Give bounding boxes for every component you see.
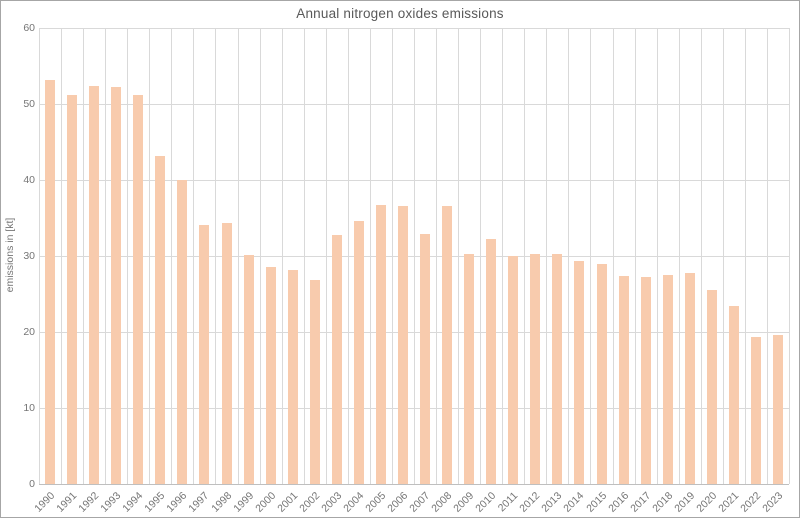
- y-tick-label: 50: [23, 98, 35, 110]
- bar-1997: [199, 224, 210, 484]
- y-axis-ticks: 0 10 20 30 40 50 60: [5, 22, 35, 490]
- bar-1996: [177, 180, 188, 484]
- bar-2020: [706, 290, 717, 484]
- bar-2008: [442, 205, 453, 484]
- bar-1992: [89, 85, 100, 484]
- bar-2001: [287, 269, 298, 484]
- bar-2015: [596, 263, 607, 484]
- y-tick-label: 30: [23, 250, 35, 262]
- x-axis-ticks: 1990 1991 1992 1993 1994 1995 1996 1997 1998 1999…: [32, 484, 789, 517]
- chart-title: Annual nitrogen oxides emissions: [296, 6, 504, 21]
- bar-2010: [486, 238, 497, 484]
- bar-2019: [684, 273, 695, 484]
- bar-2016: [618, 275, 629, 484]
- gridline-horizontal: [39, 332, 789, 333]
- bar-2023: [772, 335, 783, 484]
- bar-2000: [265, 266, 276, 484]
- bar-2002: [309, 280, 320, 484]
- bar-1998: [221, 223, 232, 484]
- bar-2012: [530, 253, 541, 484]
- bar-2011: [508, 256, 519, 484]
- bar-2009: [464, 254, 475, 484]
- gridline-horizontal: [39, 28, 789, 29]
- gridline-horizontal: [39, 408, 789, 409]
- bar-2005: [375, 205, 386, 484]
- y-tick-label: 60: [23, 22, 35, 34]
- bar-2014: [574, 261, 585, 484]
- bar-2004: [353, 221, 364, 484]
- gridline-horizontal: [39, 180, 789, 181]
- bar-2003: [331, 235, 342, 484]
- bar-1999: [243, 255, 254, 484]
- gridline-vertical: [789, 28, 790, 484]
- bar-2007: [420, 233, 431, 484]
- bar-2006: [397, 205, 408, 484]
- bar-2017: [640, 276, 651, 484]
- bar-1991: [67, 94, 78, 484]
- bar-1993: [111, 86, 122, 484]
- bar-2013: [552, 254, 563, 484]
- bar-2022: [750, 337, 761, 484]
- gridline-horizontal: [39, 256, 789, 257]
- bar-2021: [728, 306, 739, 484]
- bar-2018: [662, 275, 673, 484]
- plot-area: [39, 28, 790, 485]
- y-tick-label: 40: [23, 174, 35, 186]
- y-tick-label: 20: [23, 326, 35, 338]
- bar-1995: [155, 155, 166, 484]
- bar-1994: [133, 94, 144, 484]
- y-tick-label: 10: [23, 402, 35, 414]
- y-tick-label: 0: [29, 478, 35, 490]
- gridline-horizontal: [39, 104, 789, 105]
- bar-1990: [45, 79, 56, 484]
